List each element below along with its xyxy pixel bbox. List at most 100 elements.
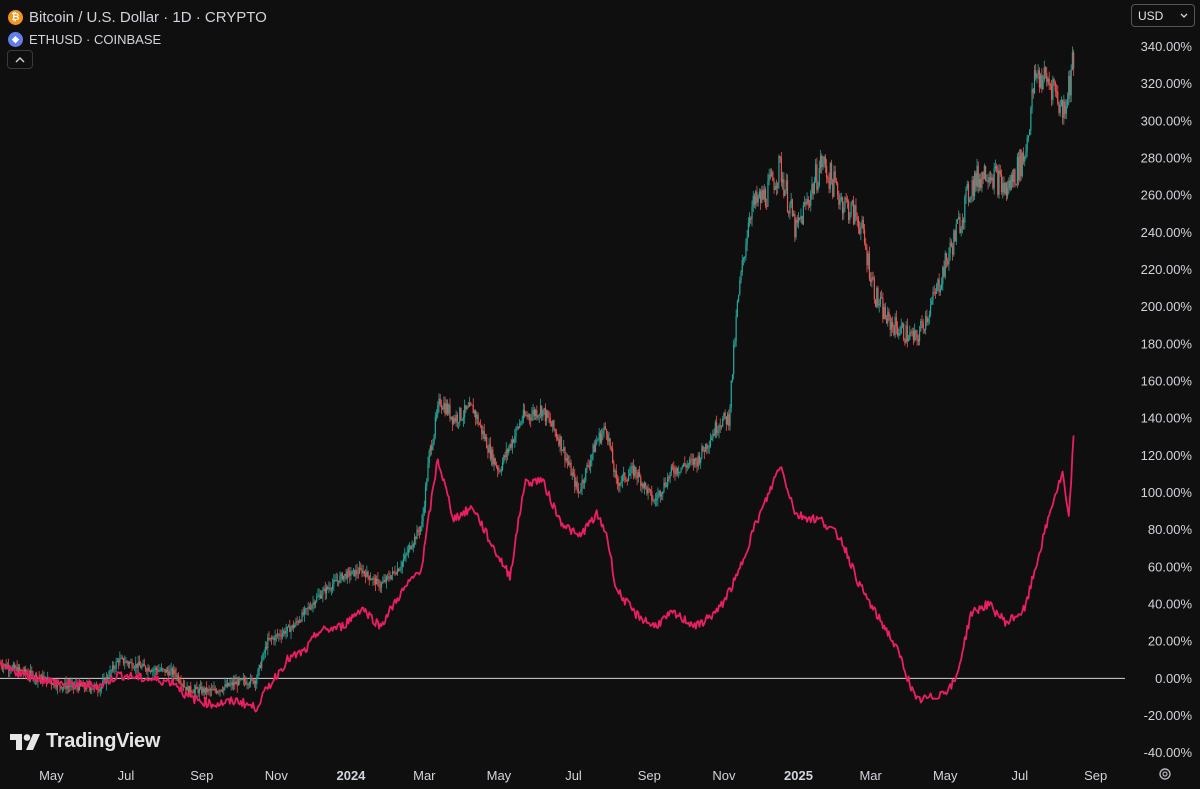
btc-candle	[273, 637, 275, 641]
btc-candle	[300, 620, 302, 622]
btc-candle	[947, 260, 949, 265]
btc-candle	[413, 536, 416, 544]
btc-candle	[972, 180, 974, 197]
btc-candle	[125, 661, 127, 663]
tradingview-logo[interactable]: TradingView	[10, 730, 160, 753]
x-tick-label: Sep	[190, 768, 213, 783]
y-tick-label: 180.00%	[1141, 336, 1193, 351]
btc-candle	[504, 455, 506, 458]
btc-candle	[345, 573, 347, 579]
btc-candle	[404, 554, 406, 560]
btc-candle	[874, 299, 877, 307]
btc-candle	[741, 259, 743, 273]
btc-candle	[608, 438, 610, 442]
btc-candle	[431, 445, 433, 450]
btc-candle	[591, 454, 593, 460]
btc-candle	[323, 588, 325, 591]
btc-candle	[745, 244, 747, 257]
btc-candle	[219, 689, 221, 692]
btc-candle	[737, 294, 740, 302]
btc-candle	[171, 668, 174, 675]
btc-candle	[571, 472, 573, 476]
currency-selector[interactable]: USD	[1131, 4, 1195, 27]
x-tick-label: Jul	[1012, 768, 1029, 783]
btc-candle	[620, 481, 622, 484]
chevron-down-icon	[1180, 13, 1188, 18]
btc-candle	[884, 306, 886, 319]
btc-candle	[977, 165, 979, 188]
btc-candle	[1025, 151, 1027, 157]
legend-compare-row[interactable]: ◆ ETHUSD · COINBASE	[8, 28, 267, 50]
btc-candle	[768, 174, 770, 181]
btc-candle	[668, 477, 670, 479]
btc-candle	[285, 630, 287, 634]
btc-candle	[325, 587, 328, 594]
btc-candle	[278, 634, 280, 636]
legend-main-row[interactable]: ₿ Bitcoin / U.S. Dollar · 1D · CRYPTO	[8, 6, 267, 28]
btc-candle	[956, 219, 959, 224]
btc-candle	[475, 410, 477, 419]
btc-candle	[400, 566, 402, 570]
btc-candle	[121, 657, 123, 659]
legend-collapse-button[interactable]	[7, 50, 33, 69]
btc-candle	[457, 422, 460, 424]
btc-candle	[665, 486, 668, 488]
btc-candle	[922, 323, 924, 329]
btc-candle	[552, 420, 554, 427]
btc-candle	[453, 417, 455, 424]
btc-candle	[810, 193, 812, 206]
btc-candle	[309, 608, 312, 609]
btc-candle	[626, 480, 628, 482]
btc-candle	[218, 691, 220, 693]
btc-candle	[533, 409, 535, 416]
btc-candle	[718, 425, 720, 432]
btc-candle	[173, 669, 175, 675]
btc-candle	[868, 253, 871, 280]
btc-candle	[409, 545, 411, 549]
btc-candle	[862, 219, 864, 230]
btc-candle	[179, 680, 181, 683]
btc-candle	[316, 596, 318, 602]
btc-candle	[795, 219, 797, 238]
btc-candle	[532, 409, 534, 415]
btc-candle	[283, 631, 285, 634]
btc-candle	[1069, 76, 1071, 96]
btc-candle	[686, 464, 688, 468]
btc-candle	[362, 571, 364, 574]
btc-candle	[873, 278, 875, 300]
btc-candle	[607, 433, 609, 442]
btc-candle	[307, 607, 309, 609]
btc-candle	[5, 664, 7, 668]
btc-candle	[851, 200, 853, 204]
btc-candle	[805, 202, 807, 205]
btc-candle	[385, 576, 388, 582]
btc-candle	[18, 667, 21, 670]
btc-candle	[460, 407, 462, 420]
btc-candle	[500, 469, 502, 471]
btc-candle	[250, 677, 252, 684]
btc-candle	[462, 417, 465, 420]
btc-candle	[850, 203, 852, 215]
btc-candle	[230, 682, 232, 685]
btc-candle	[471, 404, 473, 406]
btc-candle	[988, 177, 990, 183]
btc-candle	[1044, 67, 1047, 74]
btc-candle	[889, 316, 891, 330]
btc-candle	[777, 182, 779, 189]
btc-candle	[303, 609, 306, 615]
btc-candle	[103, 678, 105, 682]
btc-candle	[834, 171, 836, 181]
btc-candle	[184, 686, 186, 688]
btc-candle	[914, 330, 916, 341]
btc-candle	[590, 459, 592, 467]
btc-candle	[432, 443, 434, 450]
btc-candle	[476, 414, 478, 419]
btc-candle	[98, 690, 100, 692]
btc-candle	[938, 279, 940, 293]
gear-icon[interactable]	[1157, 766, 1173, 782]
btc-candle	[284, 631, 286, 634]
btc-candle	[190, 685, 192, 692]
btc-candle	[786, 180, 789, 212]
btc-candle	[659, 491, 661, 497]
